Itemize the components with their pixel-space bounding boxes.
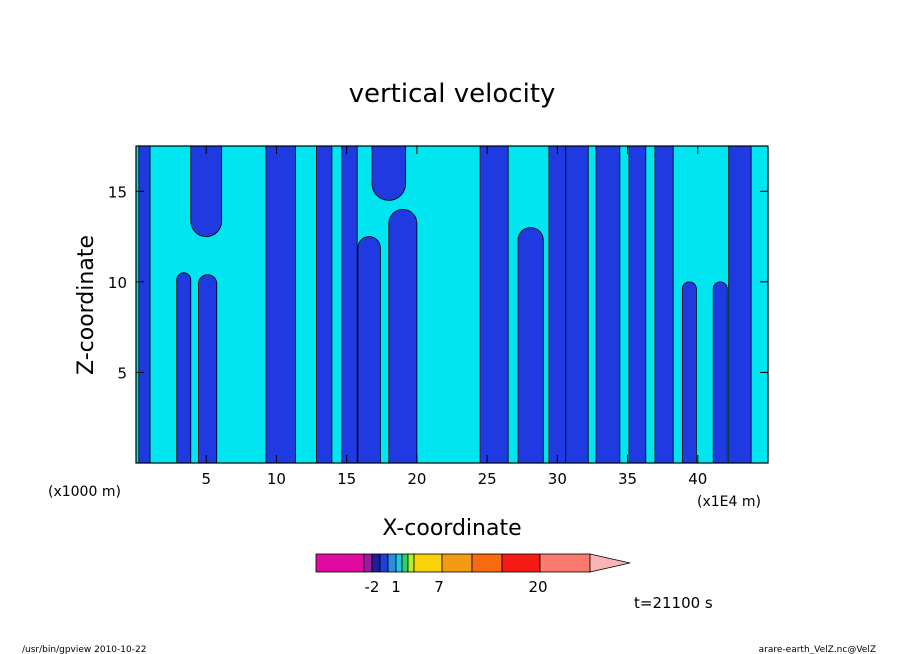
plume-region-14 (565, 146, 589, 463)
colorbar-segment (395, 553, 403, 573)
plume-region-4 (190, 146, 223, 237)
plume-region-1 (138, 146, 151, 463)
colorbar-label: 20 (528, 578, 547, 596)
plot-frame (135, 145, 769, 464)
colorbar-segment (379, 553, 389, 573)
plume-region-10 (371, 146, 407, 201)
plume-region-8 (357, 236, 381, 463)
plume-field (138, 146, 752, 463)
x-tick-label: 10 (267, 470, 286, 488)
y-axis-label: Z-coordinate (74, 235, 99, 375)
plume-region-20 (728, 146, 752, 463)
y-axis-ticks: 5 10 15 (108, 183, 768, 382)
x-unit-right: (x1E4 m) (697, 494, 761, 510)
y-tick-label: 5 (117, 364, 127, 382)
plume-region-11 (479, 146, 509, 463)
plume-region-19 (712, 281, 728, 463)
colorbar-segment (471, 553, 503, 573)
colorbar-segment (315, 553, 365, 573)
x-tick-label: 35 (618, 470, 637, 488)
colorbar-segment (407, 553, 415, 573)
y-tick-label: 15 (108, 183, 127, 201)
plume-region-9 (388, 209, 418, 463)
plume-region-2 (176, 272, 192, 463)
time-label: t=21100 s (634, 594, 713, 612)
colorbar-label: 1 (391, 578, 401, 596)
colorbar-segment (501, 553, 541, 573)
colorbar-segment (539, 553, 591, 573)
colorbar-segment (363, 553, 373, 573)
colorbar-segment (401, 553, 409, 573)
x-tick-label: 5 (201, 470, 211, 488)
x-tick-label: 25 (478, 470, 497, 488)
x-tick-label: 15 (337, 470, 356, 488)
colorbar-label: 7 (434, 578, 444, 596)
plume-region-12 (517, 227, 544, 463)
plume-region-16 (628, 146, 647, 463)
plume-region-17 (654, 146, 674, 463)
colorbar-segment (413, 553, 443, 573)
plume-region-3 (198, 274, 218, 463)
colorbar-label: -2 (365, 578, 380, 596)
colorbar (315, 553, 631, 573)
plume-region-18 (681, 281, 697, 463)
x-tick-label: 20 (407, 470, 426, 488)
x-unit-left: (x1000 m) (48, 484, 121, 500)
footer-left: /usr/bin/gpview 2010-10-22 (22, 645, 146, 654)
colorbar-segment (441, 553, 473, 573)
colorbar-labels: -2 1 7 20 (365, 578, 548, 596)
plume-region-5 (265, 146, 296, 463)
x-axis-ticks: 5 10 15 20 25 30 35 40 (201, 146, 707, 488)
plume-region-6 (316, 146, 333, 463)
plot-area (135, 145, 769, 464)
y-tick-label: 10 (108, 274, 127, 292)
plume-region-7 (341, 146, 358, 463)
colorbar-segment (387, 553, 397, 573)
footer-right: arare-earth_VelZ.nc@VelZ (759, 645, 876, 654)
chart-title: vertical velocity (349, 79, 556, 109)
x-axis-label: X-coordinate (382, 516, 521, 541)
plume-region-15 (595, 146, 621, 463)
x-tick-label: 40 (688, 470, 707, 488)
colorbar-segment (371, 553, 381, 573)
x-tick-label: 30 (548, 470, 567, 488)
colorbar-arrow (589, 553, 631, 573)
